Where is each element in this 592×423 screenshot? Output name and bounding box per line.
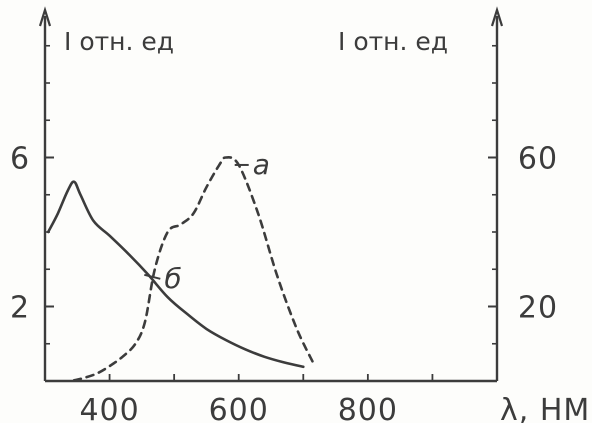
y-right-tick-label: 20	[518, 291, 558, 326]
y-axis-left-title: I отн. ед	[64, 27, 174, 56]
y-right-tick-label: 60	[518, 142, 558, 177]
y-left-tick-label: 2	[10, 291, 30, 326]
y-axis-right-arrow	[490, 6, 504, 27]
series-label-a: а	[253, 148, 270, 181]
y-left-tick-label: 6	[10, 142, 30, 177]
axes-group: 400 600 800 2 6 20 60	[10, 6, 558, 423]
x-tick-label: 400	[79, 393, 139, 423]
series-line-b	[46, 180, 305, 369]
series-label-b: б	[164, 262, 181, 295]
series-label-leader	[144, 273, 161, 280]
curves-group: аб	[46, 148, 315, 382]
x-tick-label: 600	[209, 393, 269, 423]
series-line-a	[72, 156, 315, 382]
x-axis-title: λ, НМ	[500, 393, 590, 423]
y-axis-right-title: I отн. ед	[338, 27, 448, 56]
x-tick-label: 800	[338, 393, 398, 423]
y-axis-left-arrow	[38, 6, 52, 27]
labels-group: I отн. ед I отн. ед λ, НМ	[64, 27, 590, 423]
